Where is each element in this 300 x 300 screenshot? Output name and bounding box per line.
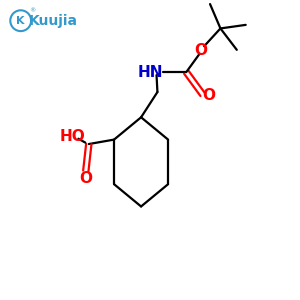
Text: O: O	[79, 171, 92, 186]
Text: Kuujia: Kuujia	[29, 14, 78, 28]
Text: O: O	[195, 43, 208, 58]
Text: HN: HN	[138, 64, 163, 80]
Text: K: K	[16, 16, 25, 26]
Text: HO: HO	[60, 129, 85, 144]
Text: O: O	[202, 88, 216, 104]
Text: ®: ®	[29, 8, 35, 13]
